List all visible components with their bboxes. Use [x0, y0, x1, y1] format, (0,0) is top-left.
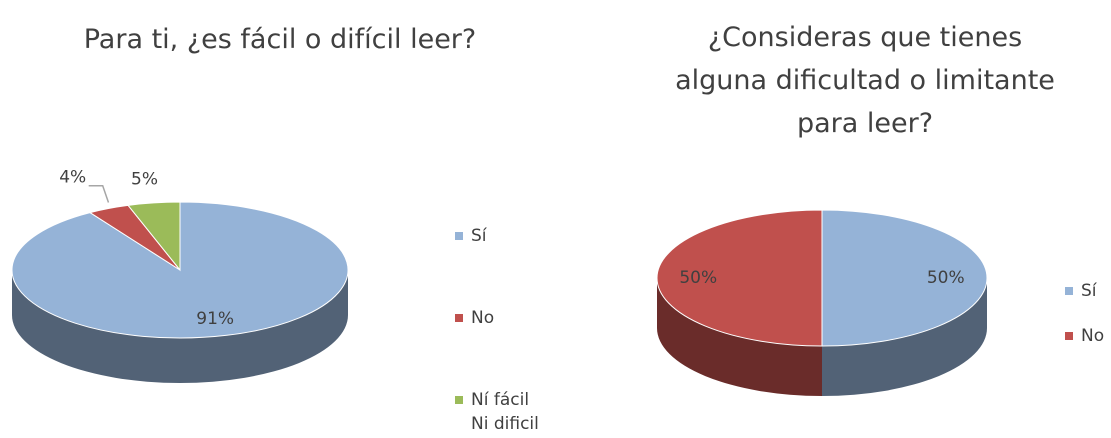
legend-label: Sí: [1081, 281, 1097, 301]
legend-swatch: [455, 232, 463, 240]
chart-title: ¿Consideras que tienes alguna dificultad…: [675, 22, 1055, 139]
legend-swatch: [455, 314, 463, 322]
legend-label: No: [471, 308, 495, 328]
pie-slice: [656, 209, 823, 347]
legend-swatch: [455, 396, 463, 404]
data-label: 5%: [131, 169, 158, 189]
data-label: 4%: [59, 168, 86, 188]
data-label: 50%: [679, 268, 717, 288]
chart-title: Para ti, ¿es fácil o difícil leer?: [83, 24, 477, 55]
legend-swatch: [1065, 332, 1073, 340]
pie-slice: [821, 209, 988, 347]
pie-side: [12, 270, 348, 383]
legend-swatch: [1065, 287, 1073, 295]
data-label: 50%: [927, 268, 965, 288]
pie-slice: [127, 201, 181, 272]
leader-line: [88, 184, 110, 203]
legend-label: Sí: [471, 226, 487, 246]
legend-label: Ní fácil Ni dificil: [471, 390, 539, 434]
data-label: 91%: [196, 309, 234, 329]
legend-label: No: [1081, 326, 1105, 346]
